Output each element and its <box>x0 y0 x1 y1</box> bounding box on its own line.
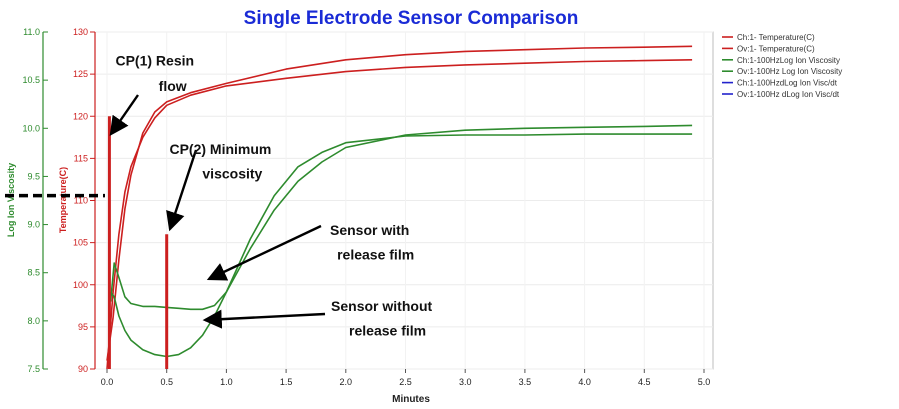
legend-label-5: Ov:1-100Hz dLog Ion Visc/dt <box>737 90 840 99</box>
x-tick-label: 3.0 <box>459 377 472 387</box>
annotation-label-5: release film <box>337 246 414 262</box>
x-tick-label: 5.0 <box>698 377 711 387</box>
series-line-2 <box>109 124 693 311</box>
chart-title: Single Electrode Sensor Comparison <box>244 8 579 29</box>
annotation-arrow-3 <box>202 309 326 329</box>
series-line-1 <box>106 59 693 370</box>
annotation-arrows <box>109 94 326 329</box>
y-left-axis-label: Log Ion Viscosity <box>6 163 16 237</box>
y-left-tick-label: 8.5 <box>27 268 40 278</box>
legend-label-2: Ch:1-100HzLog Ion Viscosity <box>737 56 840 65</box>
y-temperature-ticks: 130 125 120 115 110 105 100 95 90 <box>73 27 95 374</box>
annotation-label-2: CP(2) Minimum <box>169 141 271 157</box>
x-axis-label: Minutes <box>392 394 430 405</box>
x-tick-label: 0.5 <box>160 377 173 387</box>
y-left-ticks: 11.0 10.5 10.0 9.5 9.0 8.5 8.0 7.5 <box>22 27 48 374</box>
annotation-arrow-0 <box>109 94 139 136</box>
x-tick-label: 0.0 <box>101 377 114 387</box>
x-tick-label: 1.5 <box>280 377 293 387</box>
annotation-label-7: release film <box>349 322 426 338</box>
x-tick-label: 2.5 <box>399 377 412 387</box>
annotation-label-0: CP(1) Resin <box>115 53 194 69</box>
annotation-label-4: Sensor with <box>330 222 409 238</box>
legend-label-1: Ov:1- Temperature(C) <box>737 44 815 53</box>
series-layer <box>106 45 693 370</box>
y-temperature-tick-label: 90 <box>78 364 88 374</box>
annotation-label-3: viscosity <box>202 166 262 182</box>
legend-label-4: Ch:1-100HzdLog Ion Visc/dt <box>737 79 838 88</box>
legend-label-0: Ch:1- Temperature(C) <box>737 33 815 42</box>
y-temperature-tick-label: 115 <box>74 153 88 163</box>
x-tick-label: 4.5 <box>638 377 651 387</box>
annotation-label-6: Sensor without <box>331 298 432 314</box>
y-temperature-tick-label: 120 <box>73 111 88 121</box>
y-temperature-tick-label: 125 <box>73 69 88 79</box>
annotation-arrow-1 <box>166 149 198 232</box>
y-left-tick-label: 11.0 <box>23 27 40 37</box>
y-temperature-tick-label: 105 <box>73 238 88 248</box>
y-temperature-tick-label: 110 <box>74 196 88 206</box>
y-left-tick-label: 10.5 <box>22 75 40 85</box>
annotation-arrow-2 <box>206 224 322 281</box>
series-line-3 <box>109 133 693 358</box>
x-ticks: 0.0 0.5 1.0 1.5 2.0 2.5 3.0 3.5 4.0 4.5 5.0 <box>101 369 711 387</box>
series-line-0 <box>106 45 693 361</box>
legend-label-3: Ov:1-100Hz Log Ion Viscosity <box>737 67 842 76</box>
x-tick-label: 1.0 <box>220 377 233 387</box>
x-tick-label: 2.0 <box>340 377 353 387</box>
y-left-tick-label: 9.0 <box>27 220 40 230</box>
y-left-tick-label: 9.5 <box>27 171 40 181</box>
y-temperature-tick-label: 130 <box>73 27 88 37</box>
annotations: CP(1) Resin flow CP(2) Minimum viscosity Sen… <box>115 53 432 339</box>
y-left-tick-label: 7.5 <box>27 364 40 374</box>
x-tick-label: 4.0 <box>578 377 591 387</box>
legend: Ch:1- Temperature(C) Ov:1- Temperature(C)… <box>722 33 842 99</box>
y-temperature-tick-label: 100 <box>73 280 88 290</box>
y-left-tick-label: 8.0 <box>27 316 40 326</box>
grid-lines <box>95 31 713 370</box>
y-left-tick-label: 10.0 <box>22 123 40 133</box>
y-temperature-axis-label: Temperature(C) <box>58 167 68 233</box>
y-temperature-tick-label: 95 <box>78 322 88 332</box>
x-tick-label: 3.5 <box>519 377 532 387</box>
annotation-label-1: flow <box>159 78 187 94</box>
